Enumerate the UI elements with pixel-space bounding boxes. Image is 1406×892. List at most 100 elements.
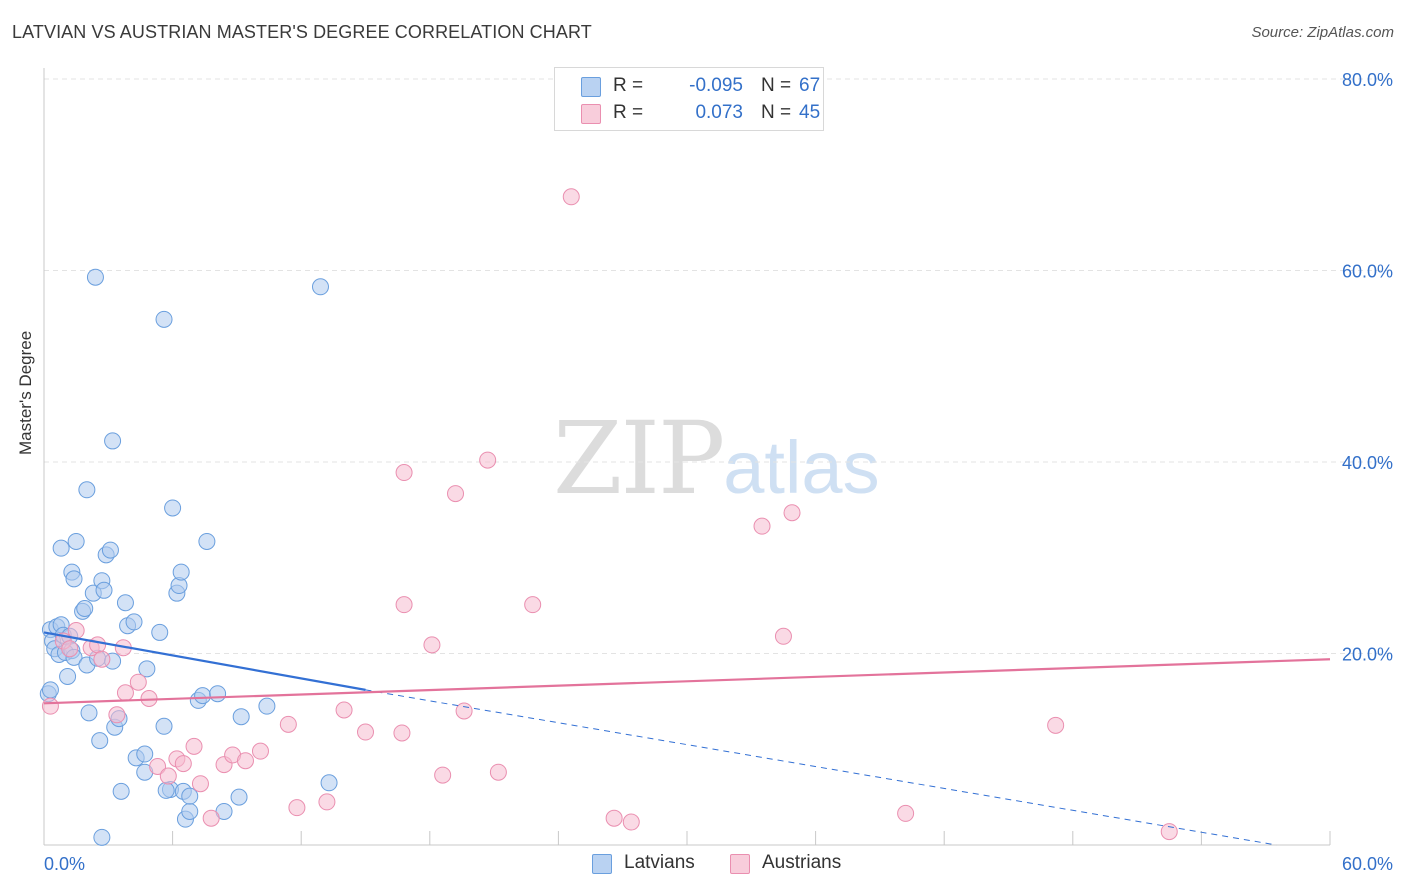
x-tick-label: 0.0% bbox=[44, 854, 85, 874]
austrian-point bbox=[191, 775, 209, 793]
legend-r-value: -0.095 bbox=[689, 75, 743, 96]
austrian-point bbox=[357, 723, 374, 741]
austrian-swatch bbox=[581, 104, 601, 124]
chart-title: LATVIAN VS AUSTRIAN MASTER'S DEGREE CORR… bbox=[12, 22, 592, 42]
austrian-point bbox=[423, 636, 441, 654]
y-tick-label: 60.0% bbox=[1342, 262, 1393, 282]
latvian-point bbox=[80, 704, 98, 722]
legend-n-label: N = bbox=[761, 75, 792, 96]
austrian-point bbox=[236, 752, 254, 770]
latvian-point bbox=[232, 708, 250, 726]
legend-r-label: R = bbox=[613, 75, 644, 96]
latvian-point bbox=[157, 781, 175, 799]
austrian-point bbox=[335, 701, 353, 719]
latvian-point bbox=[65, 570, 83, 588]
latvian-point bbox=[78, 481, 96, 499]
latvian-point bbox=[91, 732, 109, 750]
latvian-point bbox=[155, 310, 173, 328]
latvian-point bbox=[101, 541, 119, 559]
latvian-point bbox=[258, 697, 276, 715]
austrian-points bbox=[41, 188, 1178, 841]
austrian-point bbox=[395, 596, 413, 614]
y-axis-label: Master's Degree bbox=[16, 330, 35, 455]
watermark-zip: ZIP bbox=[553, 400, 725, 517]
legend-r-label: R = bbox=[613, 102, 644, 123]
latvian-point bbox=[164, 499, 182, 517]
latvian-point bbox=[136, 745, 154, 763]
austrian-point bbox=[159, 767, 177, 785]
y-tick-label: 80.0% bbox=[1342, 70, 1393, 90]
latvian-point bbox=[52, 539, 70, 557]
austrian-point bbox=[897, 804, 915, 822]
x-tick-label: 60.0% bbox=[1342, 854, 1393, 874]
austrian-point bbox=[447, 485, 465, 503]
austrian-point bbox=[622, 813, 640, 831]
austrian-point bbox=[129, 673, 147, 691]
latvian-point bbox=[172, 563, 190, 581]
austrian-point bbox=[89, 636, 107, 654]
austrian-point bbox=[202, 809, 220, 827]
tick-labels: 20.0% 40.0% 60.0% 80.0% 0.0% 60.0% bbox=[44, 70, 1393, 874]
latvian-point bbox=[209, 685, 227, 703]
watermark-atlas: atlas bbox=[723, 426, 880, 509]
bottom-legend-latvians-label: Latvians bbox=[624, 852, 695, 873]
latvian-point bbox=[116, 594, 134, 612]
austrian-point bbox=[524, 596, 542, 614]
grid-lines bbox=[44, 78, 1392, 654]
austrian-point bbox=[288, 799, 306, 817]
austrian-point bbox=[1047, 716, 1065, 734]
latvian-points bbox=[39, 268, 338, 846]
y-tick-label: 20.0% bbox=[1342, 645, 1393, 665]
latvian-point bbox=[93, 828, 111, 846]
legend-n-value: 67 bbox=[799, 75, 821, 96]
latvian-point bbox=[311, 278, 329, 296]
austrian-point bbox=[753, 517, 771, 535]
watermark: ZIPatlas bbox=[553, 400, 880, 517]
austrian-point bbox=[395, 464, 413, 482]
austrian-point bbox=[393, 724, 411, 742]
austrian-point bbox=[174, 755, 192, 773]
latvian-point bbox=[95, 581, 113, 599]
austrian-point bbox=[1160, 823, 1178, 841]
latvian-point bbox=[67, 532, 85, 550]
austrian-point bbox=[41, 697, 59, 715]
legend-r-value: 0.073 bbox=[695, 102, 743, 123]
latvian-point bbox=[112, 782, 130, 800]
y-tick-label: 40.0% bbox=[1342, 453, 1393, 473]
austrian-point bbox=[783, 504, 801, 522]
austrian-point bbox=[605, 809, 623, 827]
austrian-point bbox=[149, 757, 167, 775]
latvian-point bbox=[198, 532, 216, 550]
latvian-point bbox=[194, 687, 212, 705]
latvian-point bbox=[125, 613, 143, 631]
source-label: Source: ZipAtlas.com bbox=[1251, 24, 1394, 41]
austrian-point bbox=[455, 702, 473, 720]
austrian-trend-line bbox=[43, 658, 1331, 705]
latvian-trend-extension bbox=[365, 689, 1277, 846]
legend-n-label: N = bbox=[761, 102, 792, 123]
austrian-point bbox=[116, 684, 134, 702]
latvian-point bbox=[104, 432, 122, 450]
austrian-point bbox=[479, 451, 497, 469]
latvian-swatch bbox=[581, 77, 601, 97]
austrian-swatch bbox=[730, 854, 750, 874]
latvian-point bbox=[138, 660, 156, 678]
latvian-point bbox=[86, 268, 104, 286]
latvian-point bbox=[41, 681, 59, 699]
latvian-point bbox=[59, 667, 77, 685]
axes bbox=[43, 68, 1331, 846]
austrian-point bbox=[108, 706, 126, 724]
latvian-point bbox=[320, 774, 338, 792]
austrian-point bbox=[774, 627, 792, 645]
trend-lines bbox=[43, 631, 1331, 846]
legend-box: R = -0.095 N = 67 R = 0.073 N = 45 bbox=[554, 67, 824, 131]
latvian-point bbox=[230, 788, 248, 806]
latvian-point bbox=[181, 787, 199, 805]
austrian-point bbox=[318, 793, 336, 811]
latvian-swatch bbox=[592, 854, 612, 874]
austrian-point bbox=[61, 640, 79, 658]
latvian-point bbox=[181, 802, 199, 820]
latvian-point bbox=[155, 717, 173, 735]
bottom-legend-austrians-label: Austrians bbox=[762, 852, 842, 873]
